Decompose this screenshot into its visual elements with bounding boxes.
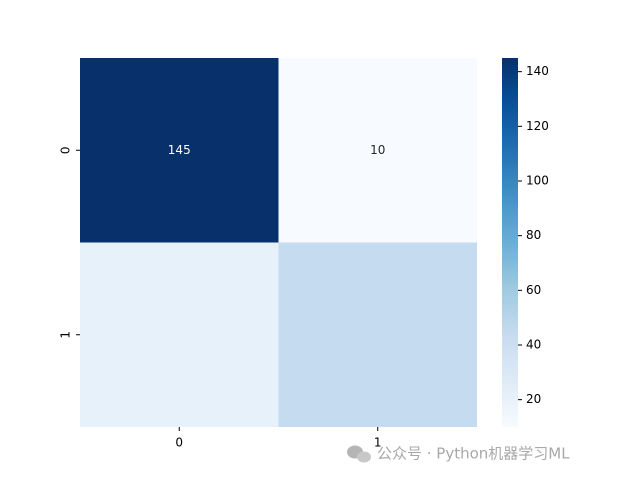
heatmap-cell: [278, 242, 477, 427]
y-tick-label: 0: [59, 146, 73, 154]
colorbar-tick-label: 80: [526, 228, 541, 242]
heatmap-cell: [80, 242, 279, 427]
cell-label: 10: [370, 143, 385, 157]
heatmap-cell: [80, 58, 279, 243]
cell-label: 145: [168, 143, 191, 157]
heatmap-cell: [278, 58, 477, 243]
y-tick-label: 1: [59, 331, 73, 339]
x-tick-label: 0: [175, 436, 183, 450]
watermark-icon: [347, 445, 371, 463]
colorbar-tick-label: 20: [526, 392, 541, 406]
colorbar-tick-label: 60: [526, 283, 541, 297]
x-tick-label: 1: [374, 436, 382, 450]
colorbar-tick-label: 140: [526, 64, 549, 78]
watermark: 公众号 · Python机器学习ML: [377, 445, 570, 463]
colorbar-tick-label: 120: [526, 119, 549, 133]
colorbar: [502, 58, 518, 427]
colorbar-tick-label: 100: [526, 174, 549, 188]
colorbar-tick-label: 40: [526, 338, 541, 352]
